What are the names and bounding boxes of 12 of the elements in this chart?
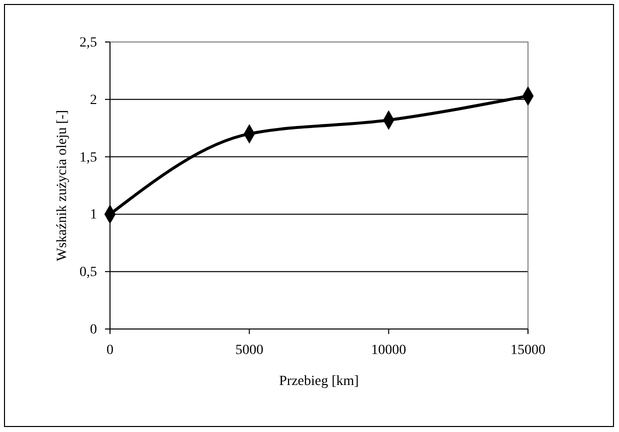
y-axis-title: Wskaźnik zużycia oleju [-] xyxy=(55,110,70,262)
x-tick-label: 5000 xyxy=(235,342,264,358)
y-tick-label: 1,5 xyxy=(80,150,97,166)
y-tick-label: 2 xyxy=(90,92,97,108)
y-tick-label: 0 xyxy=(90,322,97,338)
x-axis-title: Przebieg [km] xyxy=(279,374,359,389)
y-tick-label: 0,5 xyxy=(80,265,97,280)
x-tick-label: 10000 xyxy=(371,342,406,358)
y-tick-label: 1 xyxy=(90,208,97,223)
x-tick-label: 15000 xyxy=(510,342,546,358)
x-tick-label: 0 xyxy=(106,342,114,358)
y-tick-label: 2,5 xyxy=(80,35,97,50)
